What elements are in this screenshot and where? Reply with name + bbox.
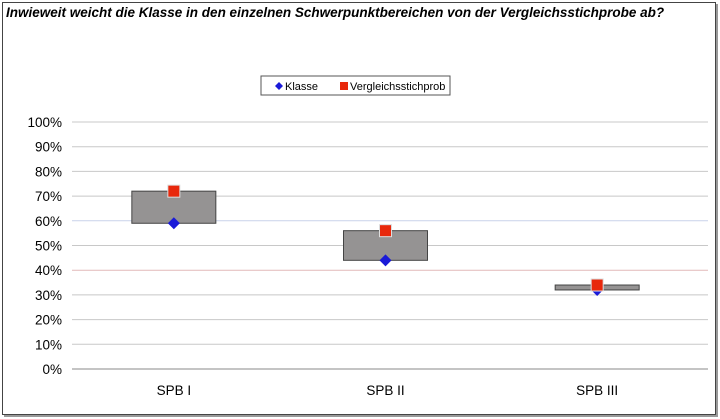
x-tick-label: SPB I	[157, 383, 192, 398]
chart-title: Inwieweit weicht die Klasse in den einze…	[6, 5, 665, 20]
vergleich-marker	[167, 184, 181, 198]
chart-frame	[2, 2, 716, 415]
y-tick-label: 100%	[27, 115, 62, 130]
y-tick-label: 90%	[35, 140, 62, 155]
y-tick-label: 40%	[35, 263, 62, 278]
legend-box	[260, 75, 451, 96]
klasse-marker	[379, 254, 392, 267]
y-tick-label: 80%	[35, 164, 62, 179]
vergleich-marker	[379, 224, 392, 238]
legend-klasse-marker	[275, 82, 283, 90]
x-tick-label: SPB III	[576, 383, 618, 398]
y-tick-label: 10%	[35, 337, 62, 352]
y-tick-label: 60%	[35, 214, 62, 229]
y-tick-label: 0%	[42, 362, 62, 377]
y-tick-label: 50%	[35, 239, 62, 254]
y-tick-label: 20%	[35, 313, 62, 328]
vergleich-marker	[590, 278, 604, 292]
x-tick-label: SPB II	[366, 383, 404, 398]
y-tick-label: 30%	[35, 288, 62, 303]
legend-vergleich-marker	[340, 82, 348, 90]
y-tick-label: 70%	[35, 189, 62, 204]
legend-klasse-label: Klasse	[285, 81, 318, 93]
legend-vergleich-label: Vergleichsstichprob	[350, 81, 445, 93]
klasse-marker	[167, 217, 180, 230]
